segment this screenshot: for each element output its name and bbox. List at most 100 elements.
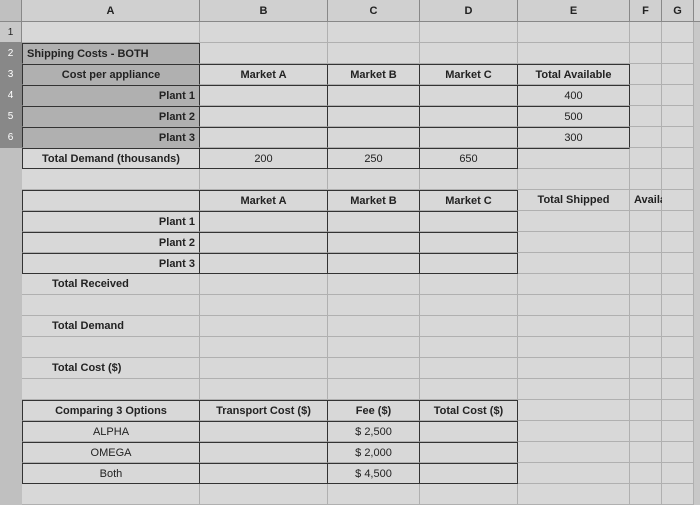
cell[interactable] bbox=[518, 463, 630, 484]
market-b-header2[interactable]: Market B bbox=[328, 190, 420, 211]
plant1-label2[interactable]: Plant 1 bbox=[22, 211, 200, 232]
cell[interactable] bbox=[328, 337, 420, 358]
cell[interactable] bbox=[518, 148, 630, 169]
cell[interactable] bbox=[662, 211, 694, 232]
omega-label[interactable]: OMEGA bbox=[22, 442, 200, 463]
cell[interactable] bbox=[518, 442, 630, 463]
cell[interactable] bbox=[328, 106, 420, 127]
cell[interactable] bbox=[662, 442, 694, 463]
avail-1[interactable]: 400 bbox=[518, 85, 630, 106]
cell[interactable] bbox=[420, 85, 518, 106]
cell[interactable] bbox=[420, 421, 518, 442]
alpha-label[interactable]: ALPHA bbox=[22, 421, 200, 442]
cell[interactable] bbox=[630, 22, 662, 43]
market-a-header2[interactable]: Market A bbox=[200, 190, 328, 211]
cell[interactable] bbox=[662, 316, 694, 337]
col-header-b[interactable]: B bbox=[200, 0, 328, 21]
cell[interactable] bbox=[662, 421, 694, 442]
cell[interactable] bbox=[22, 337, 200, 358]
row-header-4[interactable]: 4 bbox=[0, 85, 22, 106]
cell[interactable] bbox=[630, 400, 662, 421]
cell[interactable] bbox=[328, 127, 420, 148]
both-label[interactable]: Both bbox=[22, 463, 200, 484]
cell[interactable] bbox=[200, 316, 328, 337]
cell[interactable] bbox=[518, 337, 630, 358]
cell[interactable] bbox=[200, 358, 328, 379]
cell[interactable] bbox=[200, 421, 328, 442]
cell[interactable] bbox=[200, 253, 328, 274]
cell[interactable] bbox=[518, 316, 630, 337]
cell[interactable] bbox=[630, 43, 662, 64]
cost-per-appliance[interactable]: Cost per appliance bbox=[22, 64, 200, 85]
cell[interactable] bbox=[22, 22, 200, 43]
cell[interactable] bbox=[200, 127, 328, 148]
cell[interactable] bbox=[328, 169, 420, 190]
cell[interactable] bbox=[200, 22, 328, 43]
cell[interactable] bbox=[662, 253, 694, 274]
demand-b[interactable]: 250 bbox=[328, 148, 420, 169]
cell[interactable] bbox=[328, 22, 420, 43]
cell[interactable] bbox=[518, 253, 630, 274]
cell[interactable] bbox=[662, 64, 694, 85]
cell[interactable] bbox=[328, 232, 420, 253]
total-received-label[interactable]: Total Received bbox=[22, 274, 200, 295]
cell[interactable] bbox=[662, 148, 694, 169]
col-header-a[interactable]: A bbox=[22, 0, 200, 21]
cell[interactable] bbox=[328, 358, 420, 379]
cell[interactable] bbox=[22, 379, 200, 400]
cell[interactable] bbox=[630, 232, 662, 253]
cell[interactable] bbox=[630, 148, 662, 169]
total-demand-label2[interactable]: Total Demand bbox=[22, 316, 200, 337]
cell[interactable] bbox=[200, 85, 328, 106]
cell[interactable] bbox=[630, 358, 662, 379]
comparing-options[interactable]: Comparing 3 Options bbox=[22, 400, 200, 421]
cell[interactable] bbox=[662, 400, 694, 421]
cell[interactable] bbox=[662, 379, 694, 400]
row-header-2[interactable]: 2 bbox=[0, 43, 22, 64]
cell[interactable] bbox=[22, 190, 200, 211]
cell[interactable] bbox=[328, 211, 420, 232]
plant2-label2[interactable]: Plant 2 bbox=[22, 232, 200, 253]
cell[interactable] bbox=[420, 169, 518, 190]
cell[interactable] bbox=[630, 442, 662, 463]
cell[interactable] bbox=[328, 379, 420, 400]
cell[interactable] bbox=[420, 463, 518, 484]
cell[interactable] bbox=[662, 85, 694, 106]
fee-alpha[interactable]: $ 2,500 bbox=[328, 421, 420, 442]
cell[interactable] bbox=[518, 379, 630, 400]
cell[interactable] bbox=[420, 253, 518, 274]
col-header-e[interactable]: E bbox=[518, 0, 630, 21]
cell[interactable] bbox=[662, 169, 694, 190]
cell[interactable] bbox=[328, 85, 420, 106]
cell[interactable] bbox=[662, 274, 694, 295]
demand-c[interactable]: 650 bbox=[420, 148, 518, 169]
cell[interactable] bbox=[328, 43, 420, 64]
cell[interactable] bbox=[662, 190, 694, 211]
cell[interactable] bbox=[420, 442, 518, 463]
row-header-3[interactable]: 3 bbox=[0, 64, 22, 85]
cell[interactable] bbox=[662, 106, 694, 127]
cell[interactable] bbox=[630, 463, 662, 484]
cell[interactable] bbox=[200, 442, 328, 463]
cell[interactable] bbox=[630, 211, 662, 232]
plant2-label[interactable]: Plant 2 bbox=[22, 106, 200, 127]
col-header-g[interactable]: G bbox=[662, 0, 694, 21]
cell[interactable] bbox=[630, 421, 662, 442]
cell[interactable] bbox=[662, 43, 694, 64]
cell[interactable] bbox=[630, 379, 662, 400]
col-header-f[interactable]: F bbox=[630, 0, 662, 21]
cell[interactable] bbox=[420, 127, 518, 148]
cell[interactable] bbox=[200, 232, 328, 253]
cell[interactable] bbox=[420, 358, 518, 379]
cell[interactable] bbox=[200, 169, 328, 190]
avail-3[interactable]: 300 bbox=[518, 127, 630, 148]
cell[interactable] bbox=[200, 43, 328, 64]
cell[interactable] bbox=[420, 337, 518, 358]
cell[interactable] bbox=[630, 337, 662, 358]
cell[interactable] bbox=[518, 295, 630, 316]
row-header-5[interactable]: 5 bbox=[0, 106, 22, 127]
cell[interactable] bbox=[420, 211, 518, 232]
cell[interactable] bbox=[420, 22, 518, 43]
cell[interactable] bbox=[518, 169, 630, 190]
cell[interactable] bbox=[328, 316, 420, 337]
